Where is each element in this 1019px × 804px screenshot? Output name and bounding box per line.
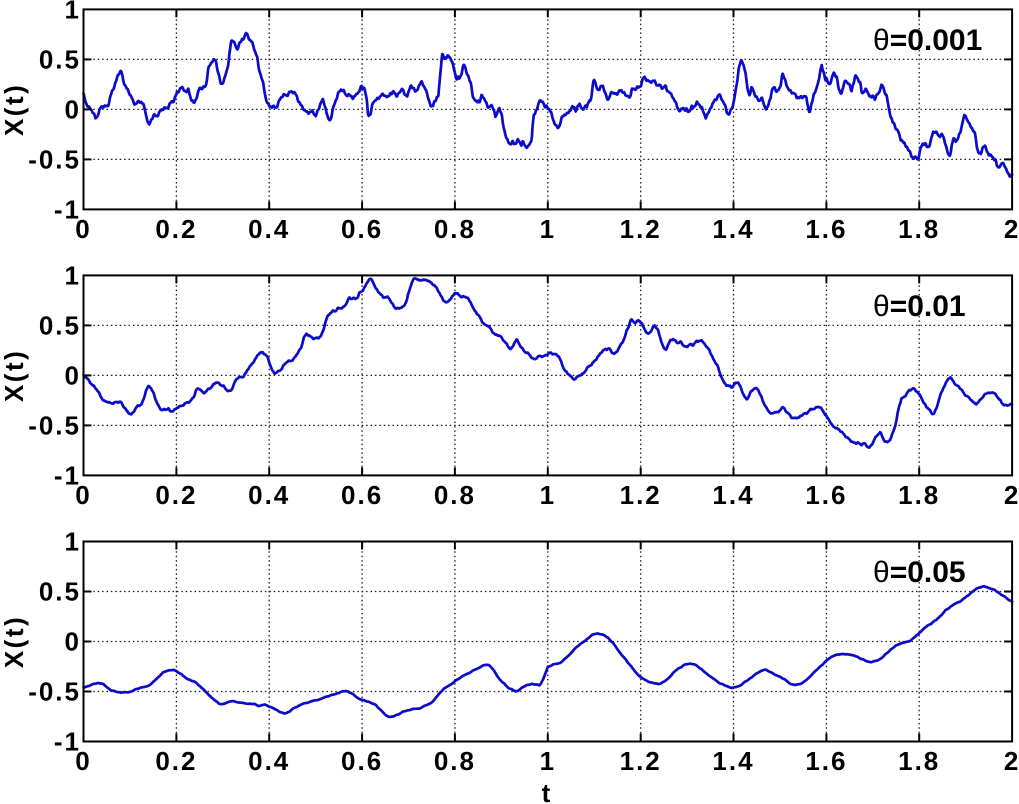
svg-text:2: 2 xyxy=(1004,746,1019,776)
svg-text:2: 2 xyxy=(1004,480,1019,510)
svg-text:1.8: 1.8 xyxy=(898,214,940,244)
svg-text:θ=0.01: θ=0.01 xyxy=(873,290,966,323)
svg-text:-1: -1 xyxy=(54,194,81,224)
svg-text:1.4: 1.4 xyxy=(712,480,754,510)
svg-text:1: 1 xyxy=(540,746,556,776)
svg-text:1.2: 1.2 xyxy=(620,214,662,244)
svg-text:1.4: 1.4 xyxy=(712,746,754,776)
svg-text:1.6: 1.6 xyxy=(805,746,847,776)
svg-text:θ=0.05: θ=0.05 xyxy=(873,556,966,589)
svg-text:0: 0 xyxy=(65,627,81,657)
svg-text:t: t xyxy=(542,778,553,804)
svg-text:1.4: 1.4 xyxy=(712,214,754,244)
svg-text:1.2: 1.2 xyxy=(620,746,662,776)
svg-text:0.4: 0.4 xyxy=(248,214,290,244)
svg-text:-1: -1 xyxy=(54,460,81,490)
svg-text:0: 0 xyxy=(75,214,91,244)
svg-text:0: 0 xyxy=(65,94,81,124)
svg-text:0.5: 0.5 xyxy=(39,310,81,340)
svg-text:X(t): X(t) xyxy=(0,615,29,668)
svg-text:-0.5: -0.5 xyxy=(28,144,81,174)
svg-text:X(t): X(t) xyxy=(0,83,29,136)
svg-text:1.2: 1.2 xyxy=(620,480,662,510)
svg-text:1.8: 1.8 xyxy=(898,480,940,510)
svg-text:2: 2 xyxy=(1004,214,1019,244)
svg-text:0.5: 0.5 xyxy=(39,577,81,607)
svg-text:-1: -1 xyxy=(54,727,81,757)
svg-text:0.5: 0.5 xyxy=(39,44,81,74)
svg-text:0.6: 0.6 xyxy=(341,746,383,776)
svg-text:0.4: 0.4 xyxy=(248,480,290,510)
svg-text:0: 0 xyxy=(75,746,91,776)
svg-text:-0.5: -0.5 xyxy=(28,677,81,707)
svg-text:1: 1 xyxy=(540,480,556,510)
svg-text:1: 1 xyxy=(540,214,556,244)
svg-text:1.6: 1.6 xyxy=(805,480,847,510)
svg-text:0.8: 0.8 xyxy=(434,746,476,776)
svg-text:0.8: 0.8 xyxy=(434,480,476,510)
svg-text:0.4: 0.4 xyxy=(248,746,290,776)
svg-text:X(t): X(t) xyxy=(0,349,29,402)
svg-text:-0.5: -0.5 xyxy=(28,410,81,440)
svg-text:1: 1 xyxy=(65,0,81,24)
svg-text:1.8: 1.8 xyxy=(898,746,940,776)
svg-text:0: 0 xyxy=(65,360,81,390)
svg-text:1: 1 xyxy=(65,527,81,557)
svg-text:1.6: 1.6 xyxy=(805,214,847,244)
svg-text:0.8: 0.8 xyxy=(434,214,476,244)
svg-text:0.6: 0.6 xyxy=(341,480,383,510)
svg-text:0.6: 0.6 xyxy=(341,214,383,244)
svg-text:0.2: 0.2 xyxy=(155,746,197,776)
svg-text:θ=0.001: θ=0.001 xyxy=(873,24,982,57)
svg-text:1: 1 xyxy=(65,260,81,290)
svg-text:0.2: 0.2 xyxy=(155,480,197,510)
svg-text:0: 0 xyxy=(75,480,91,510)
svg-text:0.2: 0.2 xyxy=(155,214,197,244)
